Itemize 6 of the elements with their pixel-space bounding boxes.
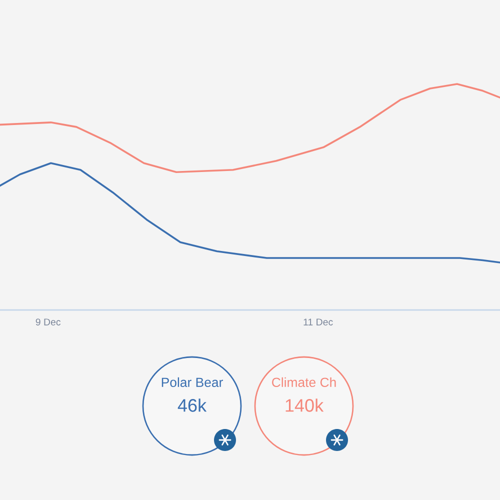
x-tick-label: 11 Dec <box>304 318 333 326</box>
text: 46k <box>178 398 207 412</box>
text: 140k <box>286 398 324 412</box>
text: Climate Ch <box>272 377 336 388</box>
text: Polar Bear <box>162 377 223 388</box>
x-tick-label: 9 Dec <box>36 318 61 326</box>
